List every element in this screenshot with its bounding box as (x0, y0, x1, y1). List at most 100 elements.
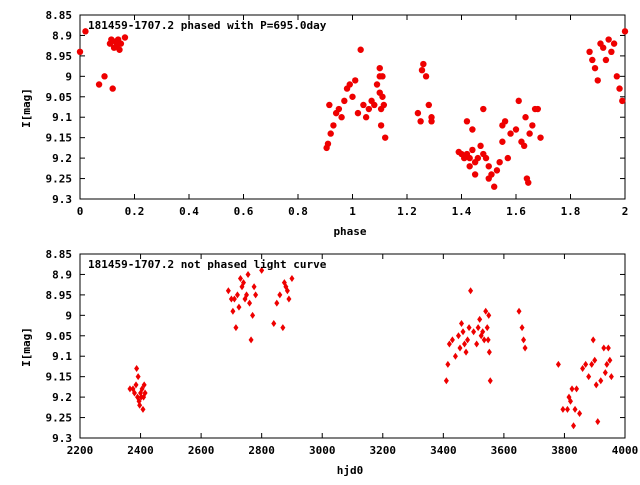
unphased-data-point (484, 324, 490, 332)
phased-data-point (512, 126, 520, 133)
unphased-data-point (457, 344, 463, 352)
phased-data-point (422, 73, 430, 80)
unphased-data-point (601, 344, 607, 352)
unphased-data-point (247, 299, 253, 307)
phased-data-point (362, 114, 370, 121)
phased-data-point (466, 154, 473, 162)
phased-data-point (501, 118, 509, 125)
unphased-x-tick-label: 4000 (612, 444, 639, 457)
unphased-data-point (139, 385, 145, 393)
phased-data-point (382, 134, 389, 141)
phased-data-point (474, 154, 482, 162)
unphased-data-point (481, 336, 487, 344)
unphased-data-point (471, 328, 477, 336)
unphased-data-point (142, 389, 148, 397)
phased-x-tick-label: 0.2 (125, 205, 145, 218)
unphased-data-point (462, 340, 468, 348)
phased-data-point (471, 171, 479, 178)
phased-data-point (589, 56, 596, 64)
unphased-data-point (228, 295, 234, 303)
phased-data-point (349, 93, 356, 100)
unphased-data-point (571, 422, 577, 430)
phased-y-tick-label: 8.85 (46, 9, 73, 22)
unphased-x-tick-label: 3600 (491, 444, 518, 457)
unphased-y-tick-label: 9.05 (46, 330, 73, 343)
phased-data-point (373, 81, 381, 88)
unphased-data-point (519, 324, 525, 332)
phased-data-point (482, 154, 490, 162)
phased-x-tick-label: 1.2 (397, 205, 417, 218)
unphased-y-tick-label: 9.25 (46, 412, 73, 425)
phased-data-point (335, 105, 343, 113)
unphased-data-point (137, 401, 143, 409)
phased-data-point (420, 60, 427, 68)
phased-data-point (330, 122, 337, 129)
unphased-y-axis-label: I[mag] (20, 327, 33, 367)
unphased-data-point (577, 409, 583, 417)
unphased-x-tick-label: 2400 (127, 444, 154, 457)
unphased-data-point (225, 287, 231, 295)
unphased-data-point (590, 336, 596, 344)
unphased-data-point (127, 385, 133, 393)
phased-data-point (469, 126, 476, 133)
phased-data-point (117, 40, 125, 47)
unphased-data-point (459, 320, 464, 328)
phased-data-point (379, 93, 386, 100)
phased-data-point (379, 73, 386, 80)
phased-data-point (414, 109, 422, 117)
phased-data-point (463, 118, 471, 125)
phased-x-tick-label: 1.6 (506, 205, 526, 218)
unphased-x-axis-label: hjd0 (337, 464, 364, 477)
phased-data-point (377, 122, 385, 129)
phased-x-tick-label: 0.8 (288, 205, 308, 218)
unphased-data-point (259, 266, 265, 274)
unphased-data-point (521, 336, 527, 344)
phased-data-point (354, 109, 362, 117)
phased-data-point (95, 81, 103, 88)
phased-y-tick-label: 8.95 (46, 50, 73, 63)
unphased-data-point (455, 332, 461, 340)
phased-data-point (380, 101, 388, 109)
unphased-data-point (132, 389, 137, 397)
unphased-y-tick-label: 8.95 (46, 289, 73, 302)
phased-data-point (594, 77, 601, 84)
unphased-plot-title: 181459-1707.2 not phased light curve (88, 258, 327, 271)
phased-data-point (619, 97, 626, 105)
phased-data-point (529, 122, 536, 129)
phased-data-point (491, 183, 498, 190)
unphased-data-point (593, 381, 599, 389)
phased-data-point (515, 97, 522, 105)
unphased-y-tick-label: 9.2 (52, 391, 72, 404)
phased-data-point (357, 46, 364, 53)
unphased-data-point (253, 291, 259, 299)
unphased-data-point (234, 291, 240, 299)
phased-data-points (76, 28, 629, 190)
unphased-data-point (487, 377, 493, 385)
unphased-data-point (607, 356, 613, 364)
phased-data-point (522, 114, 529, 121)
unphased-y-tick-label: 8.85 (46, 248, 73, 261)
unphased-data-point (480, 328, 486, 336)
phased-y-tick-label: 9.3 (52, 193, 72, 206)
unphased-x-tick-label: 2200 (67, 444, 94, 457)
phased-y-tick-label: 9.25 (46, 173, 73, 186)
unphased-data-point (604, 360, 610, 368)
phased-data-point (466, 163, 473, 170)
phased-data-point (621, 28, 629, 35)
unphased-data-point (580, 364, 586, 372)
phased-panel: 0 0.2 0.4 0.6 0.8 1 1.2 1.4 1.6 1.8 2 8.85 8.9 8.95 9 9… (20, 9, 628, 238)
phased-data-point (610, 40, 618, 47)
unphased-data-point (449, 336, 455, 344)
unphased-data-point (280, 324, 286, 332)
phased-data-point (371, 101, 378, 109)
phased-data-point (360, 101, 367, 109)
phased-data-point (499, 138, 506, 145)
unphased-data-point (141, 381, 147, 389)
unphased-data-point (555, 360, 561, 368)
unphased-data-point (569, 385, 575, 393)
phased-ticks: 0 0.2 0.4 0.6 0.8 1 1.2 1.4 1.6 1.8 2 8.85 8.9 8.95 9 9… (46, 9, 629, 218)
phased-y-tick-label: 9 (65, 70, 72, 83)
unphased-data-point (452, 352, 458, 360)
phased-data-point (493, 167, 501, 174)
unphased-x-tick-label: 3400 (430, 444, 457, 457)
